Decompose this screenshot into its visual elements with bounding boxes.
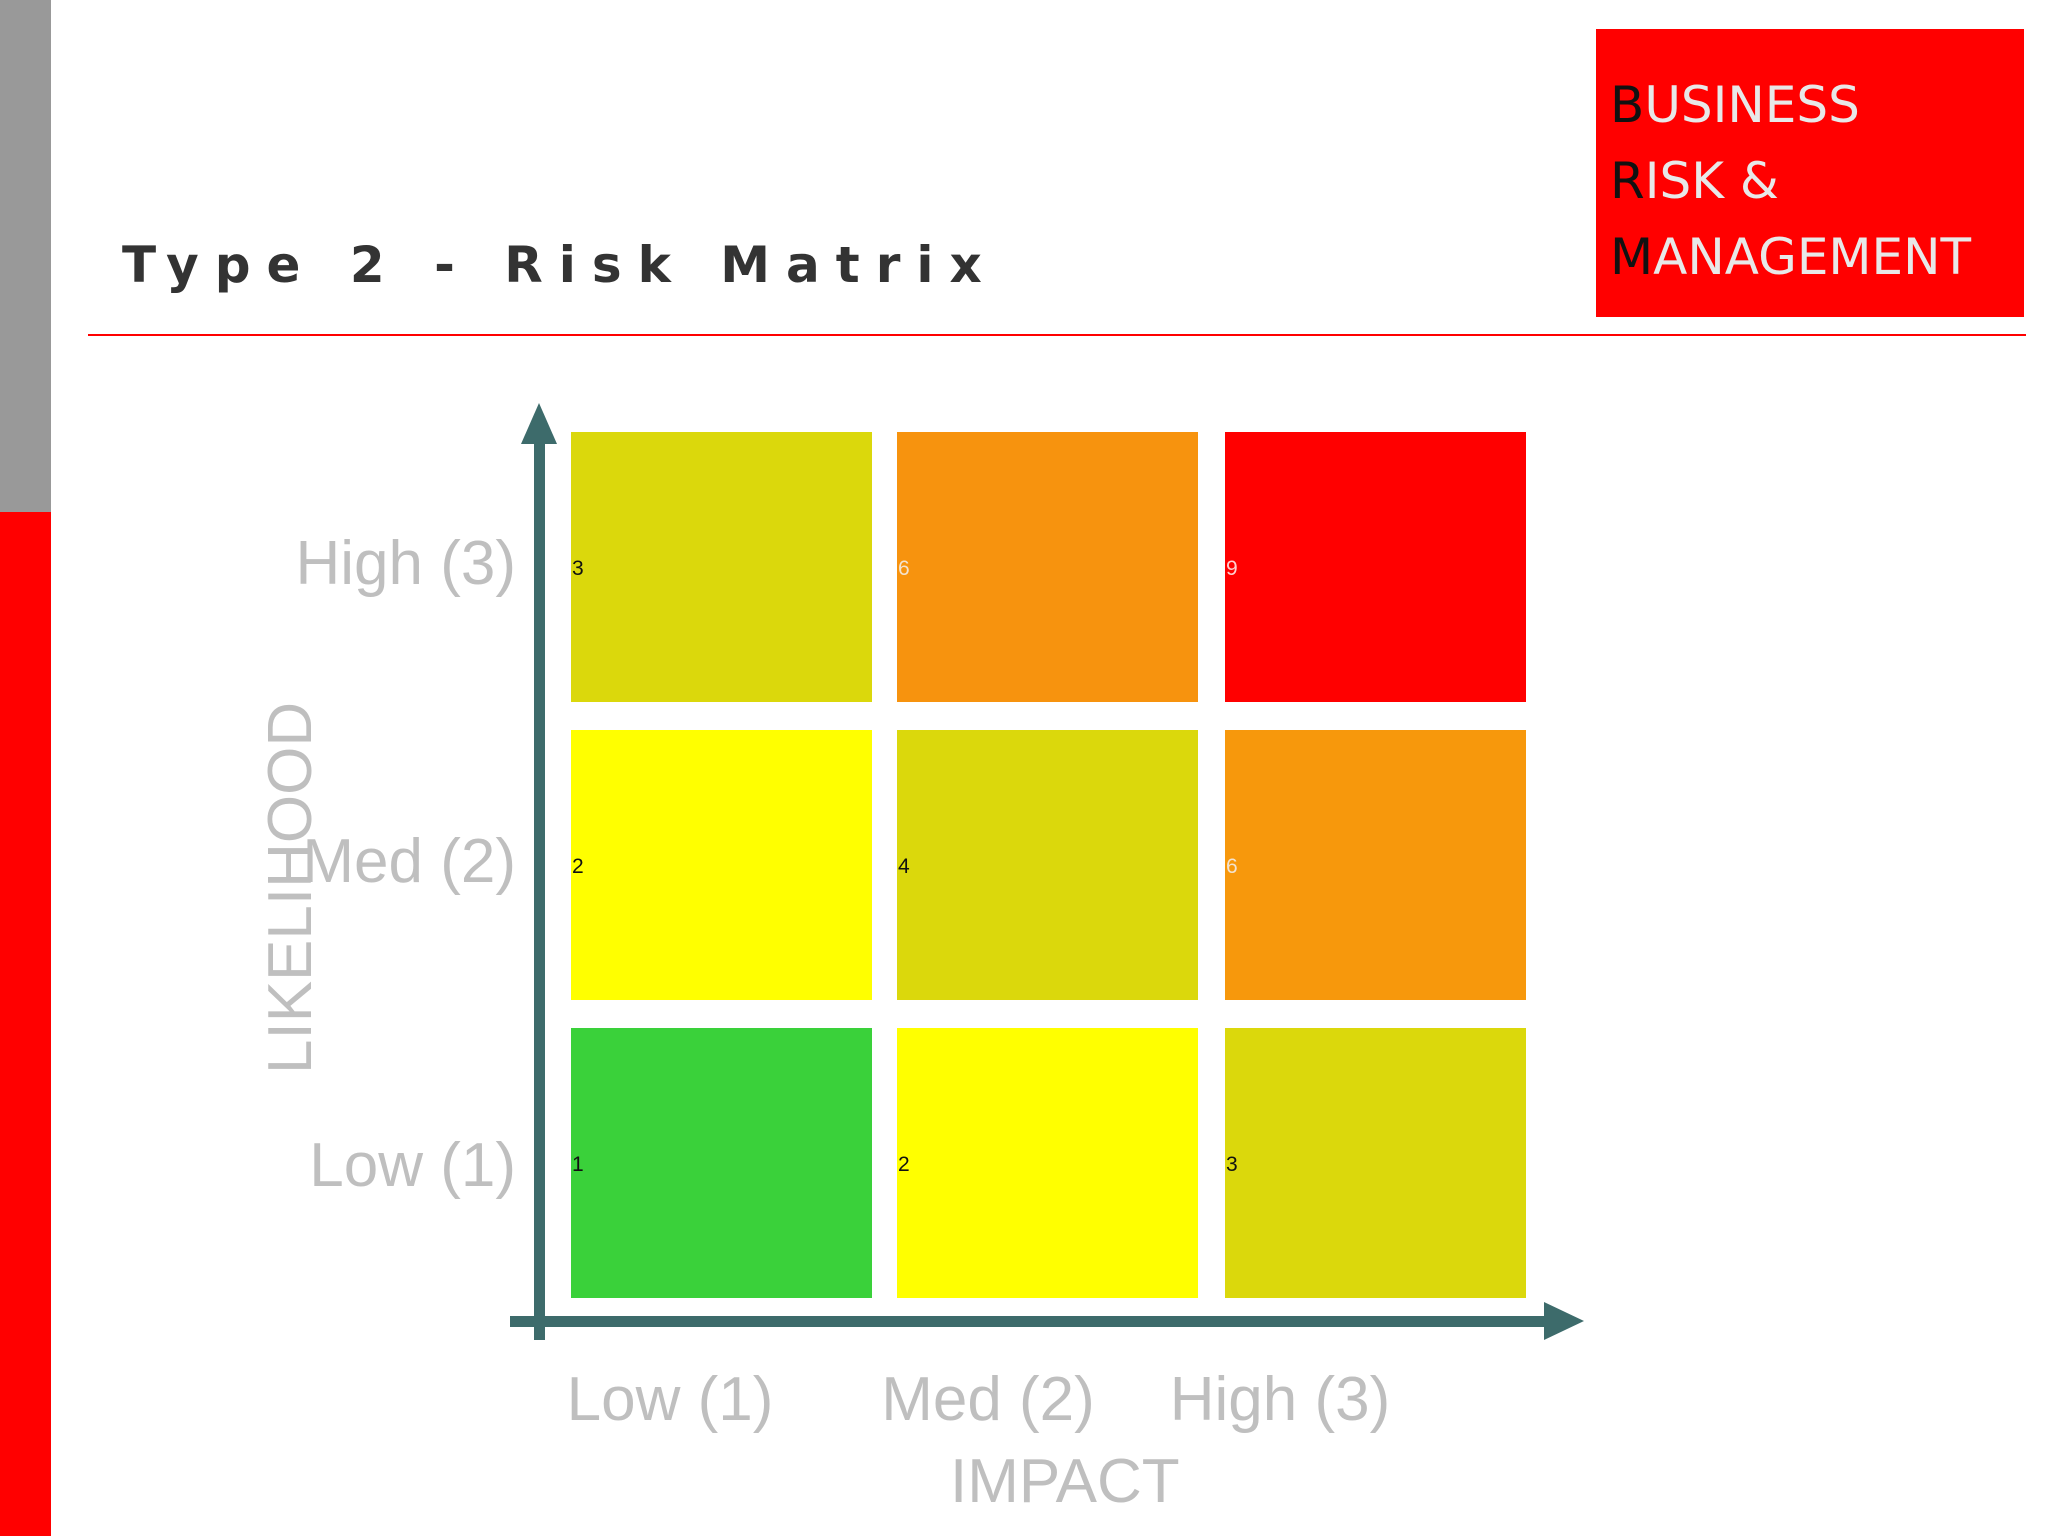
matrix-cell-score: 1 <box>572 1153 584 1176</box>
matrix-cell <box>571 1028 872 1298</box>
y-axis-line <box>534 432 545 1340</box>
row-label-med: Med (2) <box>302 827 516 896</box>
page-title: Type 2 - Risk Matrix <box>122 236 998 294</box>
matrix-cell-score: 9 <box>1226 557 1238 580</box>
brand-word: ISK & <box>1644 152 1779 210</box>
matrix-cell <box>1225 432 1526 702</box>
row-label-high: High (3) <box>295 529 516 598</box>
brand-initial: R <box>1610 152 1645 210</box>
brand-line-1: BUSINESS <box>1610 67 2024 143</box>
matrix-cell <box>571 730 872 1000</box>
column-label-low: Low (1) <box>566 1365 774 1434</box>
matrix-cell <box>897 1028 1198 1298</box>
matrix-cell-score: 3 <box>1226 1153 1238 1176</box>
matrix-cell-score: 2 <box>572 855 584 878</box>
brand-line-2: RISK & <box>1610 143 2024 219</box>
matrix-cell-score: 6 <box>1226 855 1238 878</box>
matrix-cell <box>571 432 872 702</box>
brand-box: BUSINESS RISK & MANAGEMENT <box>1596 29 2024 317</box>
column-label-med: Med (2) <box>881 1365 1095 1434</box>
matrix-cell-score: 6 <box>898 557 910 580</box>
column-label-high: High (3) <box>1169 1365 1391 1434</box>
y-axis-title: LIKELIHOOD <box>256 701 325 1074</box>
brand-word: ANAGEMENT <box>1653 228 1972 286</box>
x-axis-title: IMPACT <box>950 1447 1180 1516</box>
x-axis-line <box>510 1316 1550 1327</box>
sidebar-gray-bar <box>0 0 51 512</box>
matrix-cell <box>1225 730 1526 1000</box>
brand-initial: B <box>1610 76 1645 134</box>
row-label-low: Low (1) <box>309 1131 516 1200</box>
title-divider <box>88 334 2026 336</box>
y-axis-arrow-icon <box>521 403 557 444</box>
matrix-cell <box>1225 1028 1526 1298</box>
x-axis-arrow-icon <box>1544 1302 1584 1340</box>
brand-line-3: MANAGEMENT <box>1610 219 2024 295</box>
brand-initial: M <box>1610 228 1654 286</box>
matrix-cell-score: 4 <box>898 855 910 878</box>
brand-word: USINESS <box>1644 76 1860 134</box>
sidebar-red-bar <box>0 512 51 1536</box>
matrix-cell <box>897 432 1198 702</box>
matrix-cell <box>897 730 1198 1000</box>
matrix-cell-score: 3 <box>572 557 584 580</box>
matrix-cell-score: 2 <box>898 1153 910 1176</box>
